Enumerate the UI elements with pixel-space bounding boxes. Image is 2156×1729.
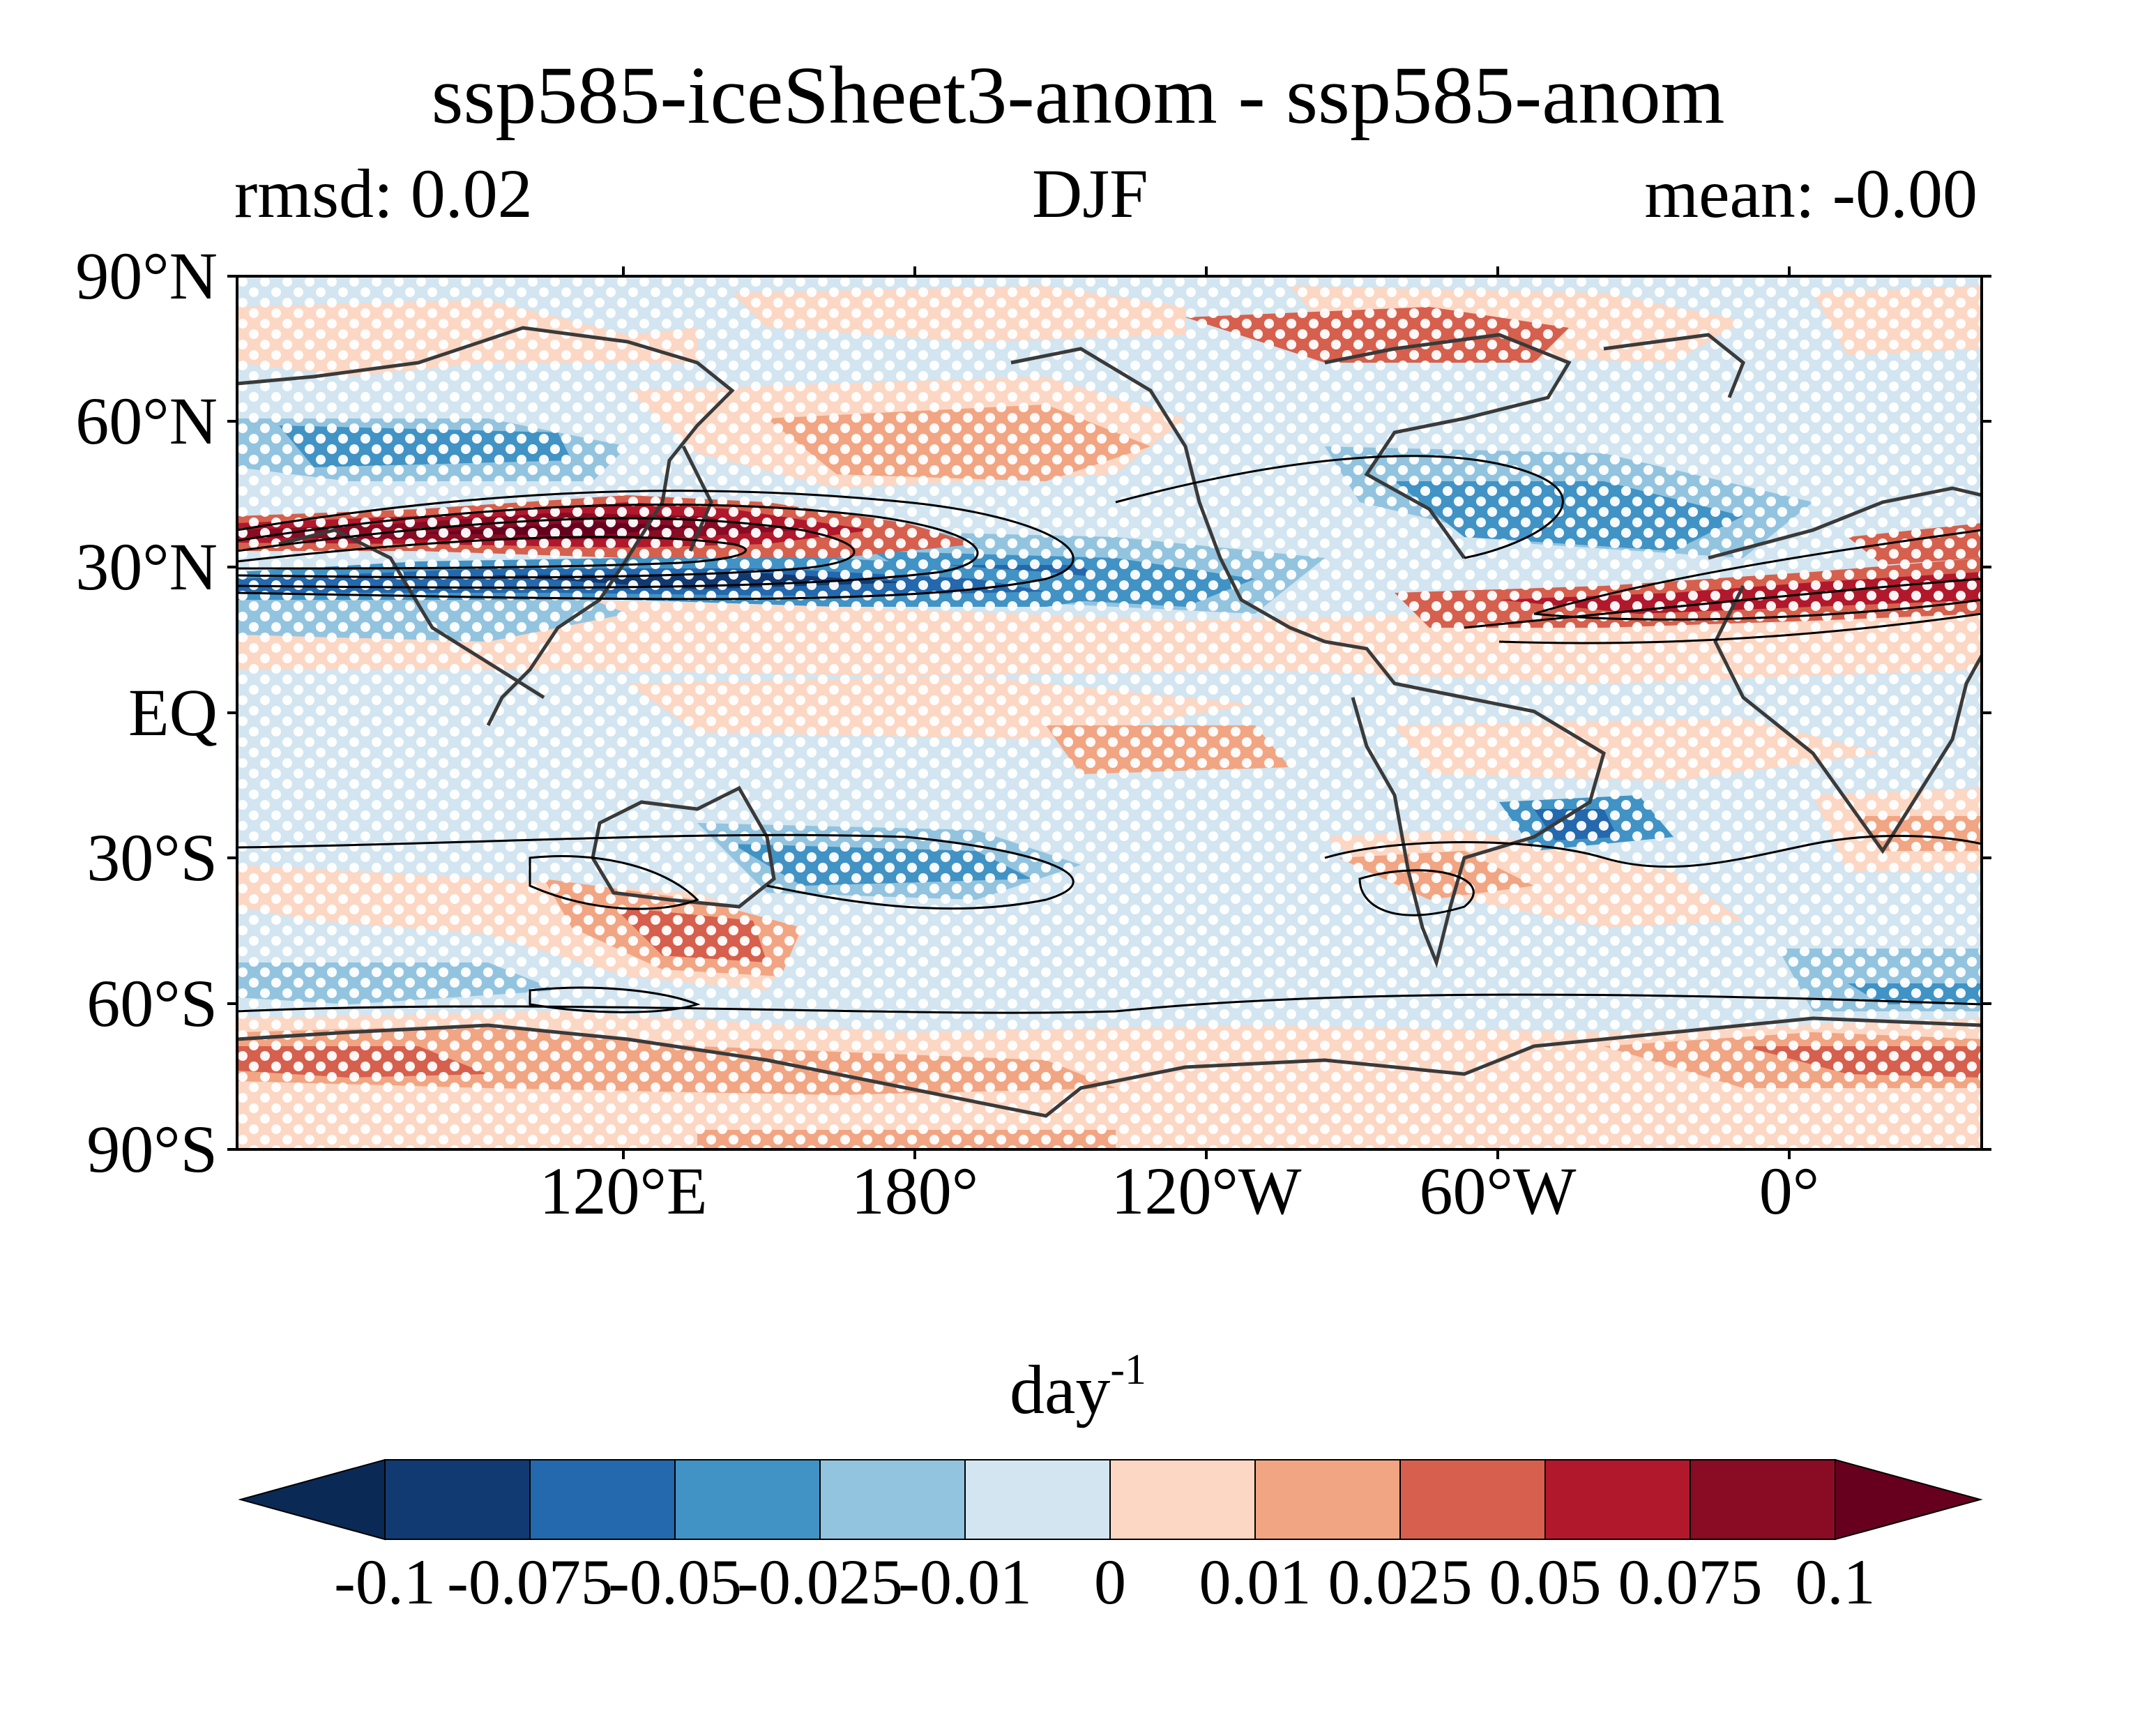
colorbar-bin (529, 1459, 676, 1540)
units-exponent: -1 (1110, 1345, 1147, 1394)
colorbar-tick-label: 0.075 (1618, 1546, 1763, 1617)
colorbar-tick-label: -0.025 (737, 1546, 903, 1617)
map-panel (227, 266, 1991, 1159)
climatology-contours (237, 455, 1982, 1014)
colorbar-tick-label: 0 (1094, 1546, 1126, 1617)
lon-label: 120°W (1111, 1154, 1302, 1228)
colorbar-bin (384, 1459, 531, 1540)
lat-label: EQ (128, 675, 218, 750)
lat-label: 30°N (75, 529, 218, 604)
axis-ticks (227, 266, 1991, 1159)
colorbar-tick-label: 0.01 (1199, 1546, 1312, 1617)
lat-label: 90°N (75, 239, 218, 313)
colorbar-bin (1254, 1459, 1401, 1540)
colorbar-bin (964, 1459, 1111, 1540)
colorbar-bin (819, 1459, 966, 1540)
colorbar-units: day-1 (0, 1346, 2156, 1430)
significance-stippling (237, 276, 1982, 1149)
colorbar-extend-low (238, 1458, 386, 1541)
lon-label: 0° (1759, 1154, 1820, 1228)
colorbar-tick-label: -0.075 (447, 1546, 613, 1617)
lat-label: 30°S (86, 820, 218, 895)
lon-label: 60°W (1419, 1154, 1577, 1228)
colorbar-bin (1399, 1459, 1546, 1540)
colorbar-bin (674, 1459, 821, 1540)
colorbar-tick-label: 0.1 (1795, 1546, 1876, 1617)
lat-label: 60°N (75, 384, 218, 458)
coastlines (237, 326, 1982, 1118)
rmsd-label: rmsd: 0.02 (234, 155, 533, 232)
colorbar-bin (1690, 1459, 1836, 1540)
colorbar-bin (1109, 1459, 1256, 1540)
season-label: DJF (1032, 155, 1148, 232)
colorbar-tick-label: -0.05 (608, 1546, 742, 1617)
units-main: day (1009, 1351, 1111, 1428)
lon-label: 120°E (539, 1154, 708, 1228)
map-title: ssp585-iceSheet3-anom - ssp585-anom (431, 50, 1725, 141)
lon-label: 180° (851, 1154, 979, 1228)
colorbar-bin (1544, 1459, 1691, 1540)
mean-label: mean: -0.00 (1644, 155, 1977, 232)
lat-label: 90°S (86, 1112, 218, 1186)
lat-label: 60°S (86, 966, 218, 1041)
colorbar-extend-high (1835, 1458, 1983, 1541)
colorbar-tick-label: -0.01 (898, 1546, 1032, 1617)
colorbar (238, 1458, 1983, 1541)
colorbar-tick-label: 0.025 (1328, 1546, 1473, 1617)
colorbar-tick-label: -0.1 (334, 1546, 436, 1617)
colorbar-tick-label: 0.05 (1489, 1546, 1602, 1617)
